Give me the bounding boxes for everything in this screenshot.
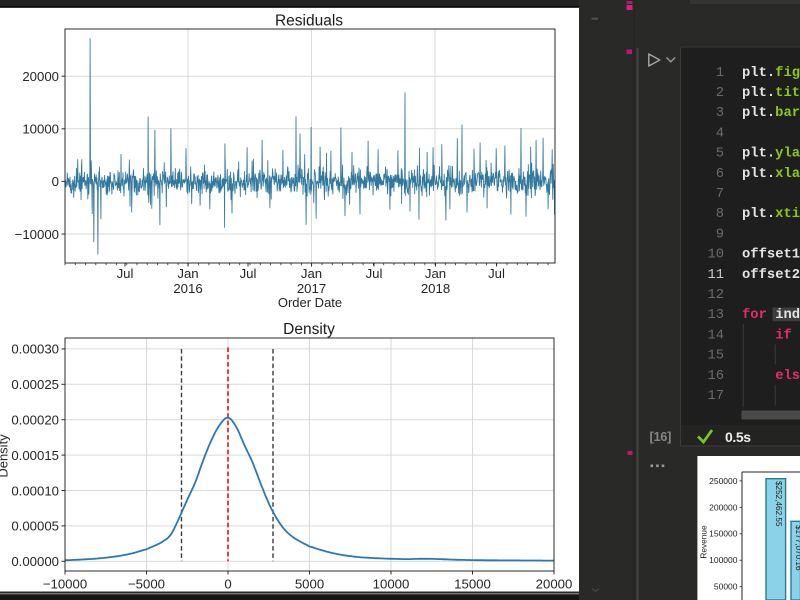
svg-text:for inde: for inde <box>742 307 800 323</box>
svg-text:Jul: Jul <box>240 266 257 281</box>
svg-text:offset2: offset2 <box>742 267 800 283</box>
svg-text:150000: 150000 <box>709 529 738 539</box>
svg-text:2018: 2018 <box>421 281 450 296</box>
svg-text:$177,070.16: $177,070.16 <box>794 525 800 571</box>
svg-text:20000: 20000 <box>536 577 573 592</box>
svg-text:200000: 200000 <box>709 502 738 512</box>
svg-text:100000: 100000 <box>709 555 738 565</box>
svg-text:0.00030: 0.00030 <box>11 342 59 357</box>
svg-text:15: 15 <box>707 349 724 364</box>
svg-text:0.00025: 0.00025 <box>11 377 59 392</box>
svg-text:plt.xtic: plt.xtic <box>742 206 800 222</box>
svg-text:1: 1 <box>716 66 724 81</box>
svg-text:Order Date: Order Date <box>278 295 342 310</box>
svg-text:Revenue: Revenue <box>699 525 709 559</box>
svg-text:plt.bar(: plt.bar( <box>742 105 800 121</box>
svg-text:2016: 2016 <box>173 281 202 296</box>
svg-text:3: 3 <box>716 106 724 121</box>
svg-text:0.5s: 0.5s <box>725 429 751 445</box>
svg-text:els: els <box>742 368 800 384</box>
svg-text:−5000: −5000 <box>128 577 165 592</box>
svg-text:50000: 50000 <box>714 582 738 592</box>
svg-text:Density: Density <box>0 434 11 478</box>
svg-text:6: 6 <box>716 167 724 182</box>
svg-text:plt.ylab: plt.ylab <box>742 146 800 162</box>
svg-text:plt.figu: plt.figu <box>742 65 800 81</box>
svg-text:−10000: −10000 <box>15 227 59 242</box>
svg-text:Jul: Jul <box>117 266 134 281</box>
svg-text:20000: 20000 <box>22 69 59 84</box>
svg-text:4: 4 <box>716 126 724 141</box>
svg-text:10000: 10000 <box>373 577 410 592</box>
svg-text:10: 10 <box>707 248 724 263</box>
svg-text:$252,462.55: $252,462.55 <box>774 481 783 527</box>
svg-text:250000: 250000 <box>709 476 738 486</box>
svg-text:5000: 5000 <box>295 577 324 592</box>
svg-text:2017: 2017 <box>297 281 326 296</box>
svg-text:Jul: Jul <box>366 266 383 281</box>
svg-text:9: 9 <box>716 227 724 242</box>
svg-text:Residuals: Residuals <box>275 13 343 30</box>
svg-text:13: 13 <box>707 308 724 323</box>
svg-text:Density: Density <box>283 321 335 338</box>
svg-text:14: 14 <box>707 328 724 343</box>
svg-text:Jan: Jan <box>301 266 322 281</box>
svg-text:0: 0 <box>52 174 59 189</box>
svg-text:2: 2 <box>716 86 724 101</box>
svg-text:0: 0 <box>224 577 231 592</box>
svg-text:Jan: Jan <box>425 266 446 281</box>
svg-text:Jul: Jul <box>488 266 505 281</box>
svg-text:7: 7 <box>716 187 724 202</box>
svg-text:0.00000: 0.00000 <box>11 554 59 569</box>
svg-text:12: 12 <box>707 288 724 303</box>
svg-text:offset1: offset1 <box>742 247 800 263</box>
svg-text:plt.xlab: plt.xlab <box>742 166 800 182</box>
svg-text:0.00005: 0.00005 <box>11 519 59 534</box>
svg-text:Jan: Jan <box>177 266 198 281</box>
svg-text:−10000: −10000 <box>43 577 87 592</box>
svg-text:plt.titl: plt.titl <box>742 85 800 101</box>
svg-text:0.00010: 0.00010 <box>11 483 59 498</box>
svg-text:15000: 15000 <box>454 577 491 592</box>
svg-text:5: 5 <box>716 147 724 162</box>
svg-text:[16]: [16] <box>650 429 672 444</box>
svg-text:16: 16 <box>707 369 724 384</box>
svg-text:0.00015: 0.00015 <box>11 448 59 463</box>
svg-text:17: 17 <box>707 389 724 404</box>
svg-text:if: if <box>742 327 792 343</box>
svg-text:0.00020: 0.00020 <box>11 413 59 428</box>
svg-text:8: 8 <box>716 207 724 222</box>
svg-text:10000: 10000 <box>22 122 59 137</box>
svg-text:11: 11 <box>707 268 724 283</box>
